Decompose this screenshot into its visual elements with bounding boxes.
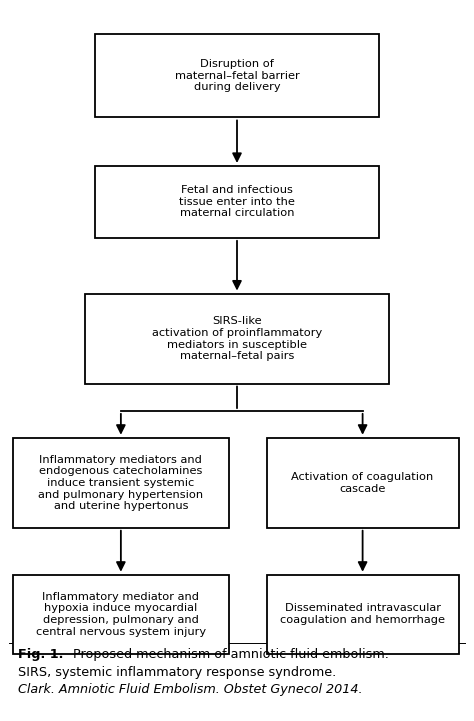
Text: Activation of coagulation
cascade: Activation of coagulation cascade	[292, 472, 434, 494]
FancyBboxPatch shape	[95, 34, 379, 117]
Text: Proposed mechanism of amniotic fluid embolism.: Proposed mechanism of amniotic fluid emb…	[73, 648, 388, 661]
FancyBboxPatch shape	[13, 438, 228, 528]
Text: Clark. Amniotic Fluid Embolism. Obstet Gynecol 2014.: Clark. Amniotic Fluid Embolism. Obstet G…	[18, 684, 363, 696]
Text: Fig. 1.: Fig. 1.	[18, 648, 64, 661]
FancyBboxPatch shape	[95, 166, 379, 238]
FancyBboxPatch shape	[13, 575, 228, 654]
FancyBboxPatch shape	[266, 438, 459, 528]
Text: Fetal and infectious
tissue enter into the
maternal circulation: Fetal and infectious tissue enter into t…	[179, 185, 295, 218]
Text: SIRS, systemic inflammatory response syndrome.: SIRS, systemic inflammatory response syn…	[18, 666, 336, 679]
Text: SIRS-like
activation of proinflammatory
mediators in susceptible
maternal–fetal : SIRS-like activation of proinflammatory …	[152, 317, 322, 361]
FancyBboxPatch shape	[85, 294, 389, 384]
FancyBboxPatch shape	[266, 575, 459, 654]
Text: Disseminated intravascular
coagulation and hemorrhage: Disseminated intravascular coagulation a…	[280, 603, 445, 625]
Text: Inflammatory mediators and
endogenous catecholamines
induce transient systemic
a: Inflammatory mediators and endogenous ca…	[38, 455, 203, 511]
Text: Inflammatory mediator and
hypoxia induce myocardial
depression, pulmonary and
ce: Inflammatory mediator and hypoxia induce…	[36, 592, 206, 637]
Text: Disruption of
maternal–fetal barrier
during delivery: Disruption of maternal–fetal barrier dur…	[174, 59, 300, 92]
